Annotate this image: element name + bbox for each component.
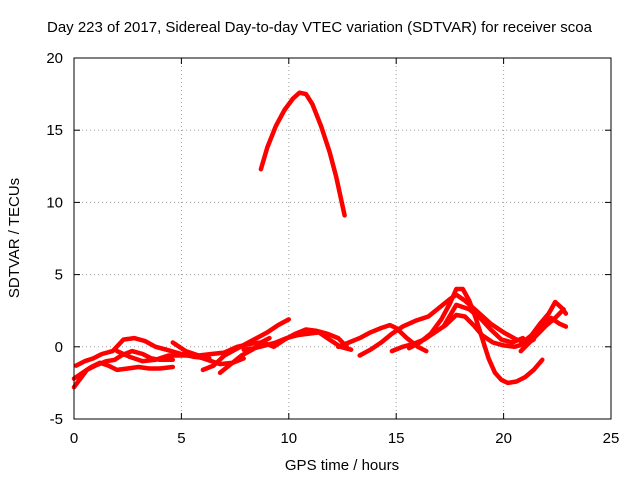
- x-tick-label: 10: [280, 430, 297, 447]
- series-arc-8: [241, 330, 354, 352]
- series-arc-12: [406, 286, 545, 386]
- x-tick-label: 5: [177, 430, 185, 447]
- x-tick-label: 15: [388, 430, 405, 447]
- y-tick-label: 5: [55, 267, 63, 284]
- plot-frame: [73, 57, 612, 420]
- y-tick-labels: -5 0 5 10 15 20: [46, 50, 63, 428]
- y-tick-label: 15: [46, 122, 63, 139]
- x-tick-label: 25: [603, 430, 620, 447]
- grid: [74, 58, 611, 419]
- series-arc-high: [258, 90, 347, 218]
- series-arc-2: [71, 360, 176, 381]
- y-tick-label: -5: [50, 411, 63, 428]
- series-arc-4: [114, 348, 246, 367]
- y-tick-label: 0: [55, 339, 63, 356]
- x-tick-label: 0: [70, 430, 78, 447]
- series-arc-14: [518, 299, 569, 347]
- y-tick-label: 20: [46, 50, 63, 67]
- series-arc-6: [200, 317, 292, 373]
- ticks: [73, 57, 612, 420]
- series-arc-13: [441, 302, 526, 345]
- data-series: [71, 90, 569, 390]
- series-arc-16: [531, 315, 569, 337]
- y-tick-label: 10: [46, 194, 63, 211]
- chart-title: Day 223 of 2017, Sidereal Day-to-day VTE…: [47, 19, 593, 36]
- series-arc-15: [518, 307, 566, 354]
- x-axis-label: GPS time / hours: [285, 457, 399, 474]
- x-tick-label: 20: [495, 430, 512, 447]
- y-axis-label: SDTVAR / TECUs: [6, 178, 23, 298]
- x-tick-labels: 0 5 10 15 20 25: [70, 430, 620, 447]
- series-arc-5: [170, 335, 272, 358]
